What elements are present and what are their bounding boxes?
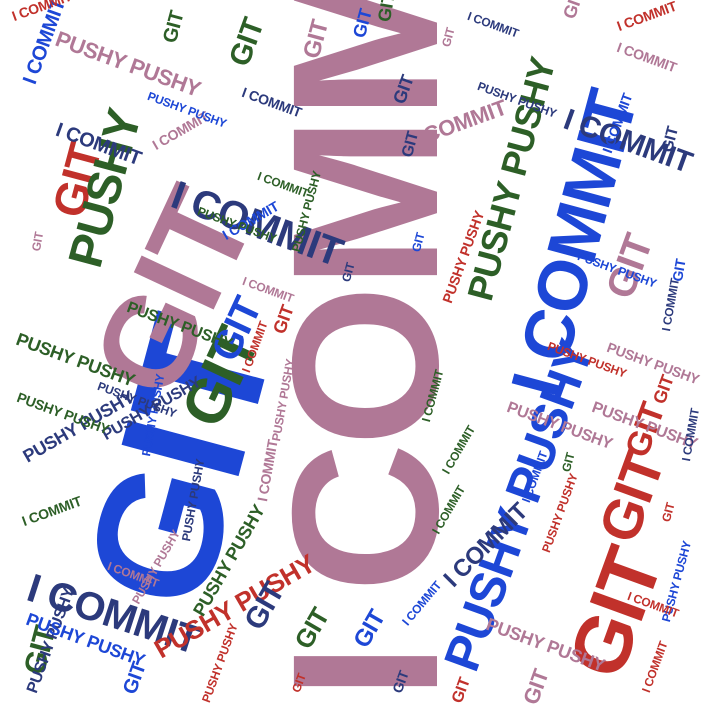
word-filler: I COMMIT bbox=[614, 39, 679, 76]
word-filler: GIT bbox=[659, 501, 678, 524]
word-filler: I COMMIT bbox=[659, 277, 683, 333]
word-filler: GIT bbox=[159, 8, 189, 46]
word-filler: I COMMIT bbox=[679, 407, 703, 463]
word-filler: I COMMIT bbox=[614, 0, 679, 35]
word-filler: GIT bbox=[559, 0, 588, 22]
word-git-red-mid: GIT bbox=[586, 444, 677, 551]
word-filler: GIT bbox=[29, 230, 47, 253]
word-filler: GIT bbox=[669, 257, 689, 283]
word-filler: GIT bbox=[559, 451, 578, 474]
word-filler: GIT bbox=[374, 0, 399, 24]
word-filler: GIT bbox=[518, 666, 554, 707]
